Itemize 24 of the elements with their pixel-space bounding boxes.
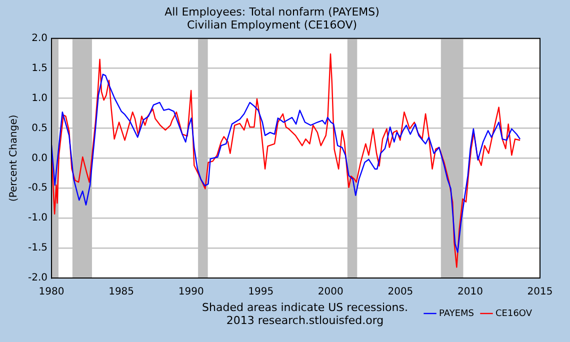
y-tick-label: 1.5 — [32, 62, 48, 74]
x-tick-label: 1985 — [108, 286, 134, 298]
x-tick-label: 1980 — [38, 286, 64, 298]
y-tick-label: 1.0 — [32, 92, 48, 104]
text: 2013 research.stlouisfed.org — [226, 314, 384, 327]
chart-title: All Employees: Total nonfarm (PAYEMS) — [164, 5, 380, 18]
x-tick-label: 2010 — [457, 286, 483, 298]
y-tick-label: -2.0 — [28, 272, 48, 284]
y-axis-title: (Percent Change) — [8, 114, 20, 202]
legend-label: PAYEMS — [439, 308, 474, 319]
x-tick-label: 1995 — [248, 286, 274, 298]
text: Shaded areas indicate US recessions. — [202, 300, 408, 314]
y-tick-label: -1.0 — [28, 212, 48, 224]
y-tick-label: 2.0 — [32, 32, 48, 44]
y-tick-label: -1.5 — [28, 242, 48, 254]
y-tick-label: -0.5 — [28, 182, 48, 194]
x-tick-label: 1990 — [178, 286, 204, 298]
x-tick-label: 2015 — [527, 286, 553, 298]
x-tick-label: 2005 — [388, 286, 414, 298]
y-tick-label: 0.0 — [32, 152, 48, 164]
legend-label: CE16OV — [495, 308, 533, 319]
x-tick-label: 2000 — [318, 286, 344, 298]
y-tick-label: 0.5 — [32, 122, 48, 134]
chart-subtitle: Civilian Employment (CE16OV) — [186, 18, 358, 32]
